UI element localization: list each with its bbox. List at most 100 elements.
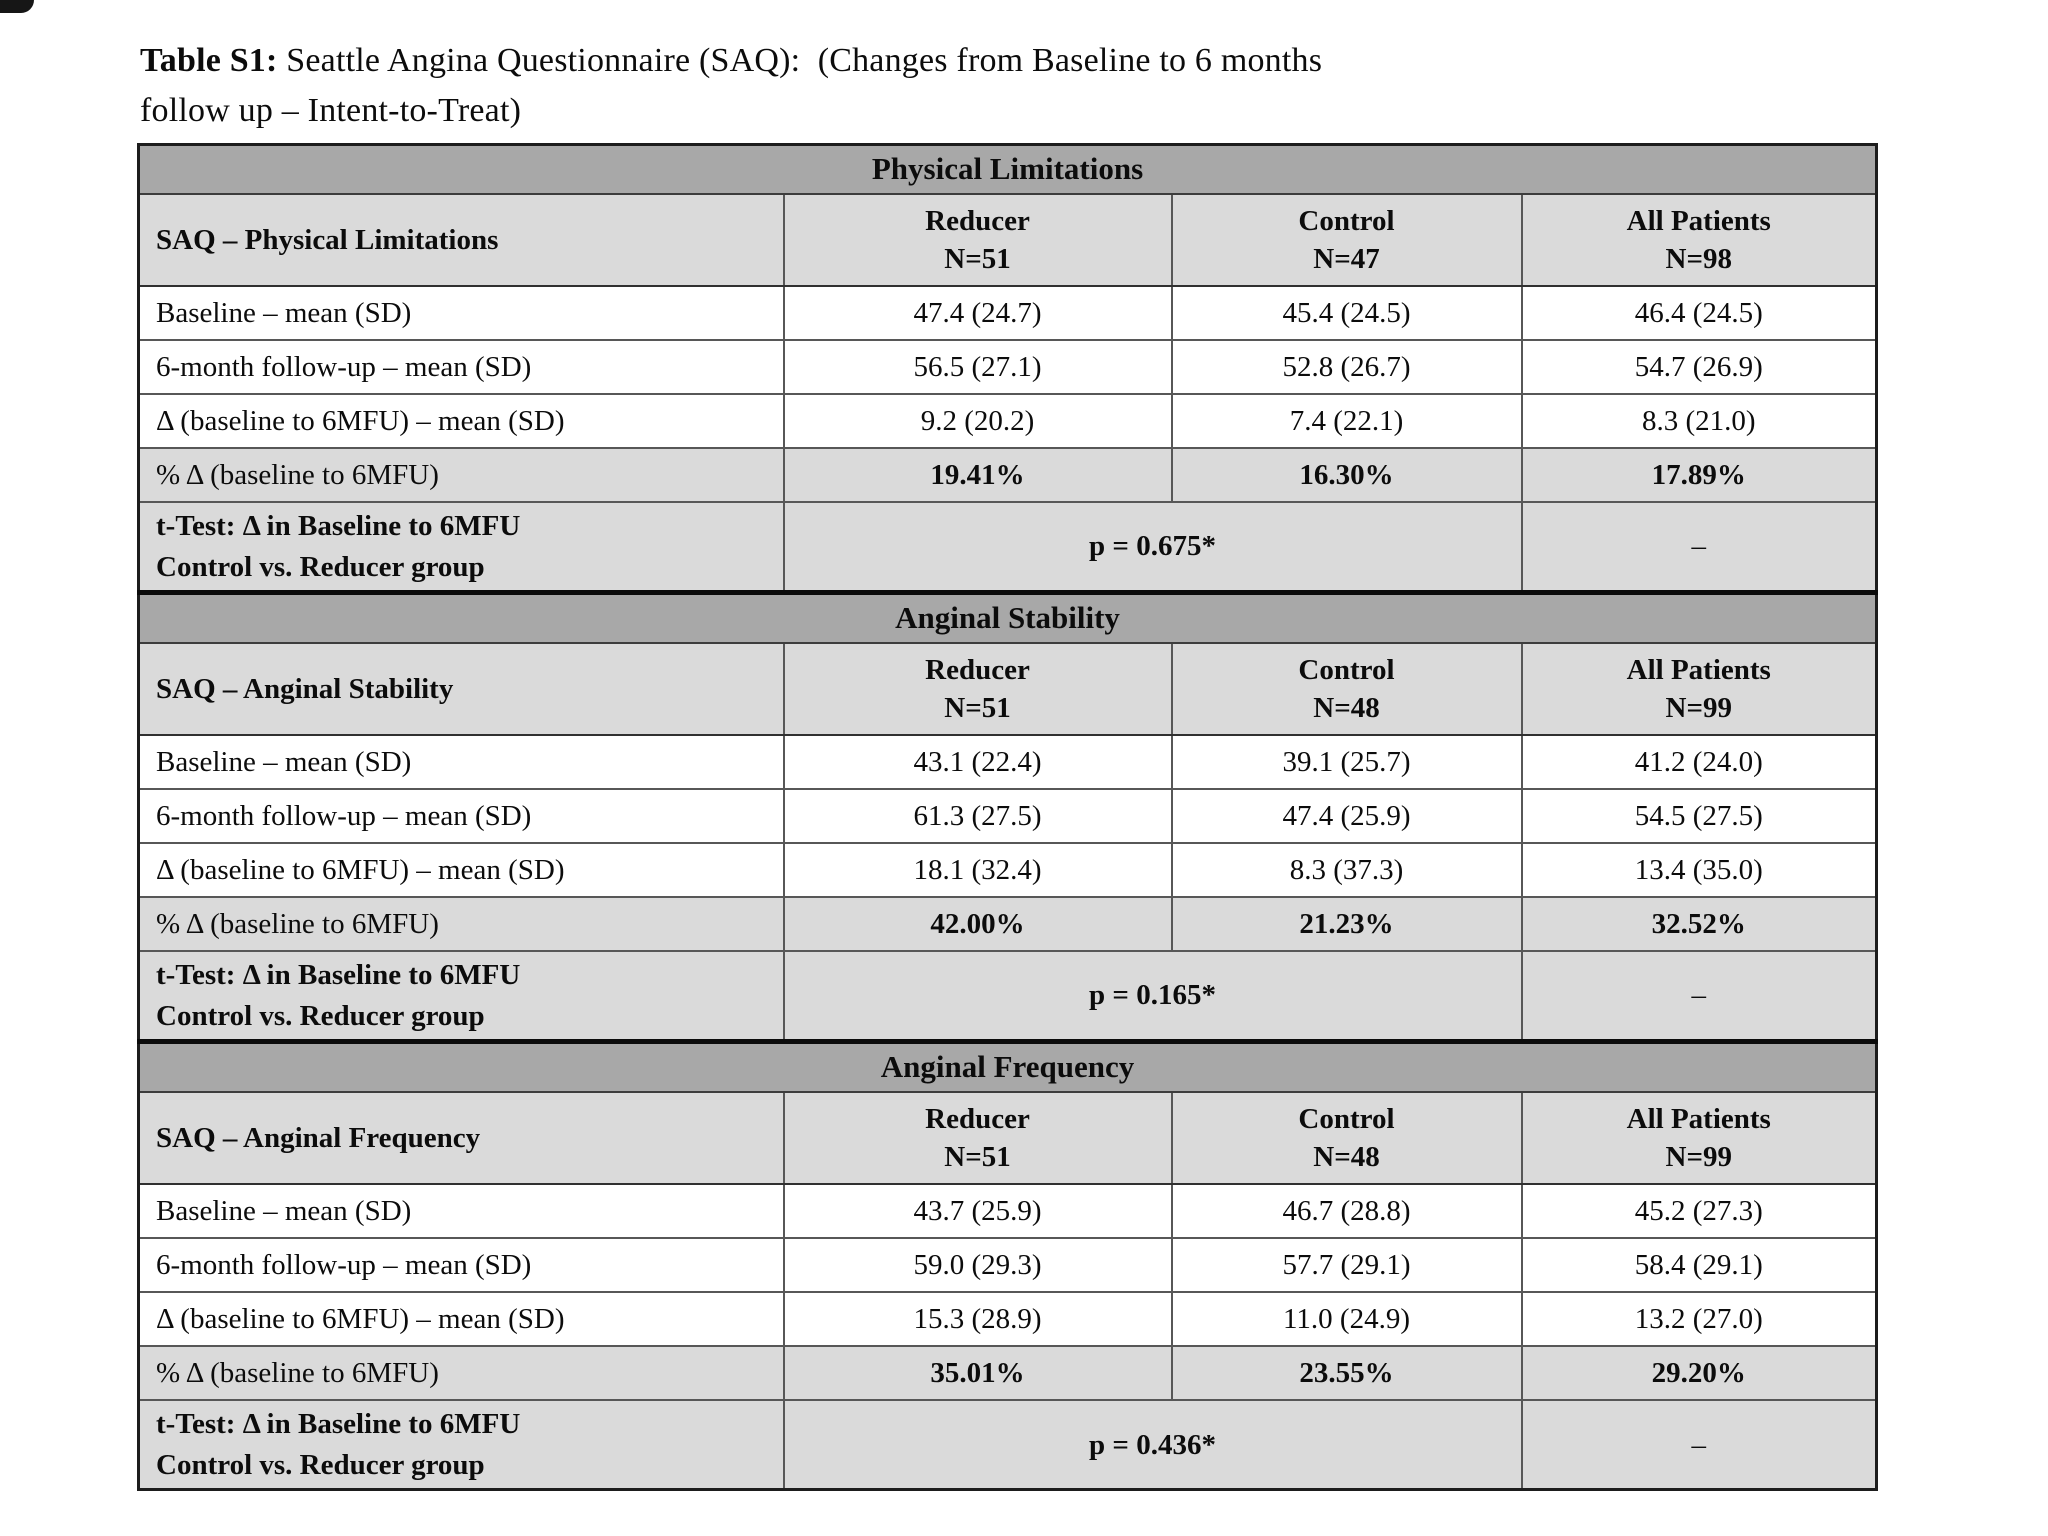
cell-value: 13.4 (35.0)	[1520, 842, 1878, 898]
saq-results-table: Physical Limitations SAQ – Physical Limi…	[136, 143, 1879, 1492]
dash-cell: –	[1520, 500, 1878, 594]
ttest-label-line2: Control vs. Reducer group	[156, 999, 485, 1032]
cell-value: 19.41%	[782, 446, 1173, 503]
table-row-ttest: t-Test: Δ in Baseline to 6MFU Control vs…	[137, 1399, 1878, 1491]
cell-value: 7.4 (22.1)	[1170, 392, 1523, 449]
scale-name-header: SAQ – Physical Limitations	[137, 192, 785, 287]
column-header-control: Control N=48	[1170, 1091, 1523, 1186]
cell-value: 52.8 (26.7)	[1170, 338, 1523, 395]
ttest-label-line1: t-Test: Δ in Baseline to 6MFU	[156, 1408, 521, 1441]
cell-value: 39.1 (25.7)	[1170, 734, 1523, 790]
table-row-delta: Δ (baseline to 6MFU) – mean (SD) 9.2 (20…	[137, 392, 1878, 449]
table-title: Table S1: Seattle Angina Questionnaire (…	[140, 36, 1760, 135]
section-band: Physical Limitations	[136, 143, 1879, 195]
cell-value: 43.7 (25.9)	[782, 1183, 1173, 1240]
row-label: t-Test: Δ in Baseline to 6MFU Control vs…	[137, 1399, 785, 1491]
dash-cell: –	[1520, 950, 1878, 1043]
section-band-label: Anginal Stability	[136, 590, 1879, 645]
table-title-line2: follow up – Intent-to-Treat)	[140, 91, 522, 129]
cell-value: 29.20%	[1520, 1345, 1878, 1402]
cell-value: 13.2 (27.0)	[1520, 1291, 1878, 1348]
cell-value: 45.4 (24.5)	[1170, 284, 1523, 341]
cell-value: 35.01%	[782, 1345, 1173, 1402]
cell-value: 18.1 (32.4)	[782, 842, 1173, 898]
cell-value: 8.3 (37.3)	[1170, 842, 1523, 898]
cell-value: 8.3 (21.0)	[1520, 392, 1878, 449]
ttest-label-line2: Control vs. Reducer group	[156, 1448, 485, 1481]
table-row-6month: 6-month follow-up – mean (SD) 59.0 (29.3…	[137, 1237, 1878, 1294]
row-label: Δ (baseline to 6MFU) – mean (SD)	[137, 1291, 785, 1348]
table-row-6month: 6-month follow-up – mean (SD) 56.5 (27.1…	[137, 338, 1878, 395]
cell-value: 23.55%	[1170, 1345, 1523, 1402]
cell-value: 9.2 (20.2)	[782, 392, 1173, 449]
table-title-line1: Table S1: Seattle Angina Questionnaire (…	[140, 36, 1760, 86]
cell-value: 43.1 (22.4)	[782, 734, 1173, 790]
group-n: N=47	[1313, 242, 1380, 275]
cell-value: 45.2 (27.3)	[1520, 1183, 1878, 1240]
table-row-delta: Δ (baseline to 6MFU) – mean (SD) 15.3 (2…	[137, 1291, 1878, 1348]
column-header-reducer: Reducer N=51	[782, 192, 1173, 287]
scale-name-header: SAQ – Anginal Frequency	[137, 1091, 785, 1186]
cell-value: 21.23%	[1170, 896, 1523, 952]
cell-value: 16.30%	[1170, 446, 1523, 503]
group-n: N=99	[1665, 1141, 1732, 1174]
row-label: t-Test: Δ in Baseline to 6MFU Control vs…	[137, 950, 785, 1043]
group-n: N=99	[1665, 692, 1732, 724]
group-name: All Patients	[1626, 653, 1771, 686]
table-row-6month: 6-month follow-up – mean (SD) 61.3 (27.5…	[137, 788, 1878, 844]
group-n: N=48	[1313, 692, 1380, 724]
column-header-row: SAQ – Physical Limitations Reducer N=51 …	[137, 192, 1878, 287]
cell-value: 47.4 (24.7)	[782, 284, 1173, 341]
ttest-label-line2: Control vs. Reducer group	[156, 550, 485, 583]
column-header-all-patients: All Patients N=99	[1520, 1091, 1878, 1186]
section-anginal-frequency: Anginal Frequency SAQ – Anginal Frequenc…	[136, 1039, 1879, 1491]
column-header-row: SAQ – Anginal Frequency Reducer N=51 Con…	[137, 1091, 1878, 1186]
table-row-delta: Δ (baseline to 6MFU) – mean (SD) 18.1 (3…	[137, 842, 1878, 898]
cell-value: 32.52%	[1520, 896, 1878, 952]
cell-value: 57.7 (29.1)	[1170, 1237, 1523, 1294]
cell-value: 59.0 (29.3)	[782, 1237, 1173, 1294]
ttest-label-line1: t-Test: Δ in Baseline to 6MFU	[156, 959, 521, 991]
group-name: Reducer	[925, 653, 1030, 686]
row-label: Baseline – mean (SD)	[137, 284, 785, 341]
group-name: Control	[1298, 653, 1395, 686]
group-name: All Patients	[1626, 204, 1771, 237]
section-physical-limitations: Physical Limitations SAQ – Physical Limi…	[136, 143, 1879, 594]
cell-value: 42.00%	[782, 896, 1173, 952]
cell-value: 11.0 (24.9)	[1170, 1291, 1523, 1348]
cell-value: 58.4 (29.1)	[1520, 1237, 1878, 1294]
group-n: N=51	[944, 692, 1011, 724]
group-name: Control	[1298, 204, 1395, 237]
scan-corner-artifact	[0, 0, 34, 13]
row-label: Δ (baseline to 6MFU) – mean (SD)	[137, 842, 785, 898]
group-n: N=98	[1665, 242, 1732, 275]
section-anginal-stability: Anginal Stability SAQ – Anginal Stabilit…	[136, 590, 1879, 1043]
cell-value: 46.7 (28.8)	[1170, 1183, 1523, 1240]
group-name: Reducer	[925, 204, 1030, 237]
table-row-percent-delta: % Δ (baseline to 6MFU) 35.01% 23.55% 29.…	[137, 1345, 1878, 1402]
group-name: Reducer	[925, 1102, 1030, 1135]
cell-value: 41.2 (24.0)	[1520, 734, 1878, 790]
column-header-control: Control N=48	[1170, 642, 1523, 736]
table-row-percent-delta: % Δ (baseline to 6MFU) 42.00% 21.23% 32.…	[137, 896, 1878, 952]
p-value-cell: p = 0.675*	[782, 500, 1523, 594]
row-label: % Δ (baseline to 6MFU)	[137, 446, 785, 503]
cell-value: 54.5 (27.5)	[1520, 788, 1878, 844]
column-header-row: SAQ – Anginal Stability Reducer N=51 Con…	[137, 642, 1878, 736]
section-band-label: Anginal Frequency	[136, 1039, 1879, 1094]
cell-value: 61.3 (27.5)	[782, 788, 1173, 844]
table-title-label: Table S1:	[140, 42, 278, 79]
row-label: % Δ (baseline to 6MFU)	[137, 1345, 785, 1402]
table-row-percent-delta: % Δ (baseline to 6MFU) 19.41% 16.30% 17.…	[137, 446, 1878, 503]
row-label: t-Test: Δ in Baseline to 6MFU Control vs…	[137, 500, 785, 594]
section-band-label: Physical Limitations	[136, 143, 1879, 195]
row-label: Δ (baseline to 6MFU) – mean (SD)	[137, 392, 785, 449]
column-header-all-patients: All Patients N=99	[1520, 642, 1878, 736]
group-name: All Patients	[1626, 1102, 1771, 1135]
column-header-reducer: Reducer N=51	[782, 1091, 1173, 1186]
cell-value: 17.89%	[1520, 446, 1878, 503]
group-name: Control	[1298, 1102, 1395, 1135]
row-label: Baseline – mean (SD)	[137, 734, 785, 790]
row-label: 6-month follow-up – mean (SD)	[137, 1237, 785, 1294]
column-header-reducer: Reducer N=51	[782, 642, 1173, 736]
